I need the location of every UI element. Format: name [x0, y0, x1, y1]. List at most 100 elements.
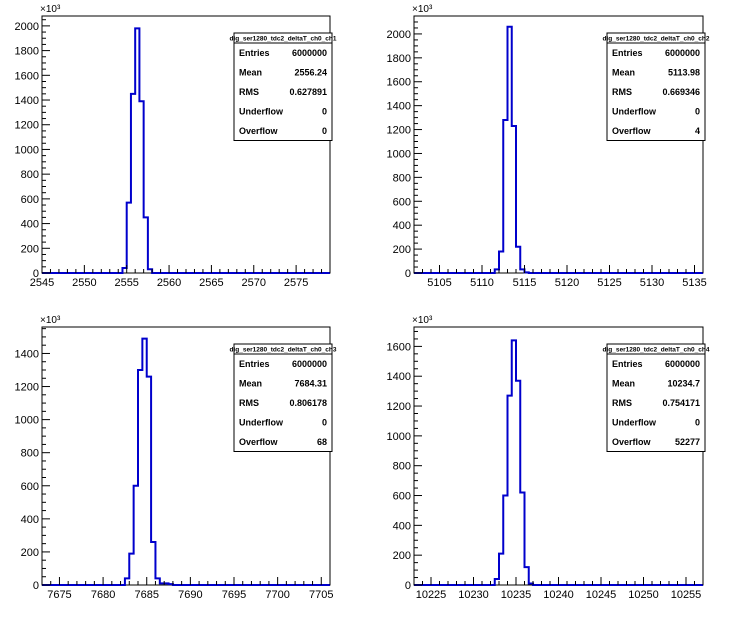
stats-label-entries: Entries — [239, 48, 270, 58]
stats-label-underflow: Underflow — [239, 107, 284, 117]
x-tick-label: 2550 — [72, 277, 96, 289]
stats-value-mean: 2556.24 — [294, 68, 327, 78]
stats-label-underflow: Underflow — [612, 107, 657, 117]
y-tick-label: 600 — [21, 481, 39, 493]
stats-box-frame — [606, 32, 706, 141]
stats-value-mean: 10234.7 — [667, 379, 700, 389]
x-tick-label: 10255 — [671, 589, 702, 601]
y-tick-label: 1000 — [387, 148, 411, 160]
x-tick-label: 5105 — [427, 277, 451, 289]
stats-value-rms: 0.806178 — [289, 398, 327, 408]
stats-label-overflow: Overflow — [612, 437, 652, 447]
y-tick-label: 200 — [21, 243, 39, 255]
stats-label-underflow: Underflow — [239, 418, 284, 428]
x-tick-label: 5120 — [555, 277, 579, 289]
x-tick-label: 7695 — [222, 589, 246, 601]
stats-label-rms: RMS — [612, 87, 632, 97]
y-tick-label: 1000 — [15, 415, 39, 427]
stats-value-overflow: 0 — [322, 126, 327, 136]
stats-label-overflow: Overflow — [239, 126, 279, 136]
y-multiplier-label: ×10³ — [412, 4, 433, 15]
stats-value-rms: 0.754171 — [662, 398, 700, 408]
y-tick-label: 800 — [21, 448, 39, 460]
stats-box-frame — [606, 343, 706, 452]
stats-box: dig_ser1280_tdc2_deltaT_ch0_ch2 Entries 60… — [603, 32, 710, 141]
stats-value-entries: 6000000 — [665, 359, 700, 369]
y-tick-label: 400 — [393, 220, 411, 232]
x-tick-label: 10240 — [543, 589, 574, 601]
y-tick-label: 2000 — [15, 21, 39, 33]
stats-label-rms: RMS — [239, 398, 259, 408]
y-tick-label: 200 — [393, 550, 411, 562]
y-tick-label: 1600 — [15, 70, 39, 82]
stats-label-rms: RMS — [612, 398, 632, 408]
y-multiplier-label: ×10³ — [412, 315, 433, 326]
y-tick-label: 600 — [393, 491, 411, 503]
y-tick-label: 1400 — [15, 348, 39, 360]
stats-value-rms: 0.669346 — [662, 87, 700, 97]
y-tick-label: 1200 — [15, 382, 39, 394]
stats-box-frame — [233, 343, 333, 452]
y-tick-label: 0 — [405, 580, 411, 592]
y-tick-label: 400 — [393, 520, 411, 532]
stats-value-mean: 5113.98 — [668, 68, 700, 78]
y-tick-label: 1000 — [387, 431, 411, 443]
x-tick-label: 5110 — [470, 277, 494, 289]
y-tick-label: 800 — [21, 169, 39, 181]
stats-value-underflow: 0 — [322, 418, 327, 428]
stats-box-frame — [233, 32, 333, 141]
stats-box: dig_ser1280_tdc2_deltaT_ch0_ch1 Entries 60… — [230, 32, 337, 141]
y-tick-label: 0 — [33, 268, 39, 280]
y-tick-label: 800 — [393, 172, 411, 184]
y-tick-label: 1200 — [15, 120, 39, 132]
y-tick-label: 400 — [21, 514, 39, 526]
y-multiplier-label: ×10³ — [40, 4, 61, 15]
x-tick-label: 2575 — [284, 277, 308, 289]
y-tick-label: 400 — [21, 219, 39, 231]
y-tick-label: 200 — [21, 547, 39, 559]
y-tick-label: 0 — [405, 268, 411, 280]
x-tick-label: 7700 — [265, 589, 289, 601]
x-tick-label: 2555 — [114, 277, 138, 289]
x-tick-label: 7705 — [309, 589, 333, 601]
stats-value-entries: 6000000 — [665, 48, 700, 58]
histogram-panel-3: 7675 7680 7685 7690 7695 7700 7705 0 200 400 600 80… — [15, 315, 337, 601]
stats-label-underflow: Underflow — [612, 418, 657, 428]
x-tick-label: 7685 — [134, 589, 158, 601]
y-tick-label: 1400 — [387, 371, 411, 383]
histogram-line — [42, 337, 330, 586]
y-tick-label: 1400 — [387, 101, 411, 113]
histogram-panel-4: 10225 10230 10235 10240 10245 10250 10255 0 200 4… — [387, 315, 710, 601]
y-tick-label: 1000 — [15, 144, 39, 156]
x-tick-label: 2565 — [199, 277, 223, 289]
stats-title: dig_ser1280_tdc2_deltaT_ch0_ch4 — [603, 347, 710, 354]
x-tick-label: 7675 — [47, 589, 71, 601]
x-tick-label: 5135 — [682, 277, 706, 289]
stats-value-rms: 0.627891 — [289, 87, 327, 97]
y-tick-label: 600 — [393, 196, 411, 208]
y-tick-label: 0 — [33, 580, 39, 592]
y-tick-label: 600 — [21, 194, 39, 206]
stats-value-mean: 7684.31 — [294, 379, 327, 389]
histogram-line — [42, 27, 330, 274]
stats-label-mean: Mean — [239, 379, 262, 389]
stats-title: dig_ser1280_tdc2_deltaT_ch0_ch3 — [230, 347, 337, 354]
stats-value-underflow: 0 — [695, 107, 700, 117]
stats-label-rms: RMS — [239, 87, 259, 97]
stats-label-entries: Entries — [612, 359, 643, 369]
stats-value-underflow: 0 — [695, 418, 700, 428]
stats-value-entries: 6000000 — [292, 48, 327, 58]
stats-value-overflow: 68 — [317, 437, 327, 447]
x-tick-label: 7690 — [178, 589, 202, 601]
y-tick-label: 1800 — [15, 46, 39, 58]
stats-value-overflow: 52277 — [675, 437, 700, 447]
y-tick-label: 1800 — [387, 53, 411, 65]
x-tick-label: 2560 — [157, 277, 181, 289]
x-tick-label: 2570 — [242, 277, 266, 289]
stats-value-entries: 6000000 — [292, 359, 327, 369]
stats-label-overflow: Overflow — [239, 437, 279, 447]
stats-box: dig_ser1280_tdc2_deltaT_ch0_ch4 Entries 60… — [603, 343, 710, 452]
stats-label-entries: Entries — [239, 359, 270, 369]
stats-title: dig_ser1280_tdc2_deltaT_ch0_ch1 — [230, 36, 337, 43]
